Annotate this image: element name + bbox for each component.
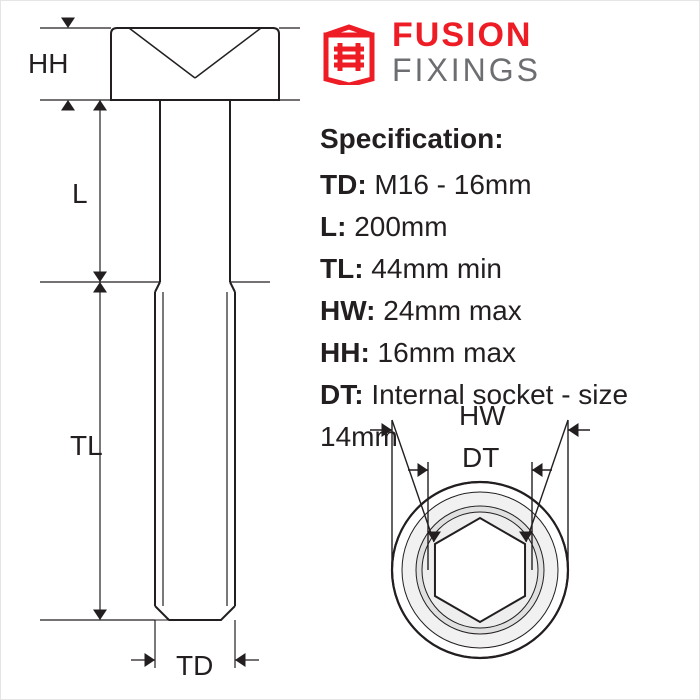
bolt-top-view bbox=[0, 0, 700, 700]
